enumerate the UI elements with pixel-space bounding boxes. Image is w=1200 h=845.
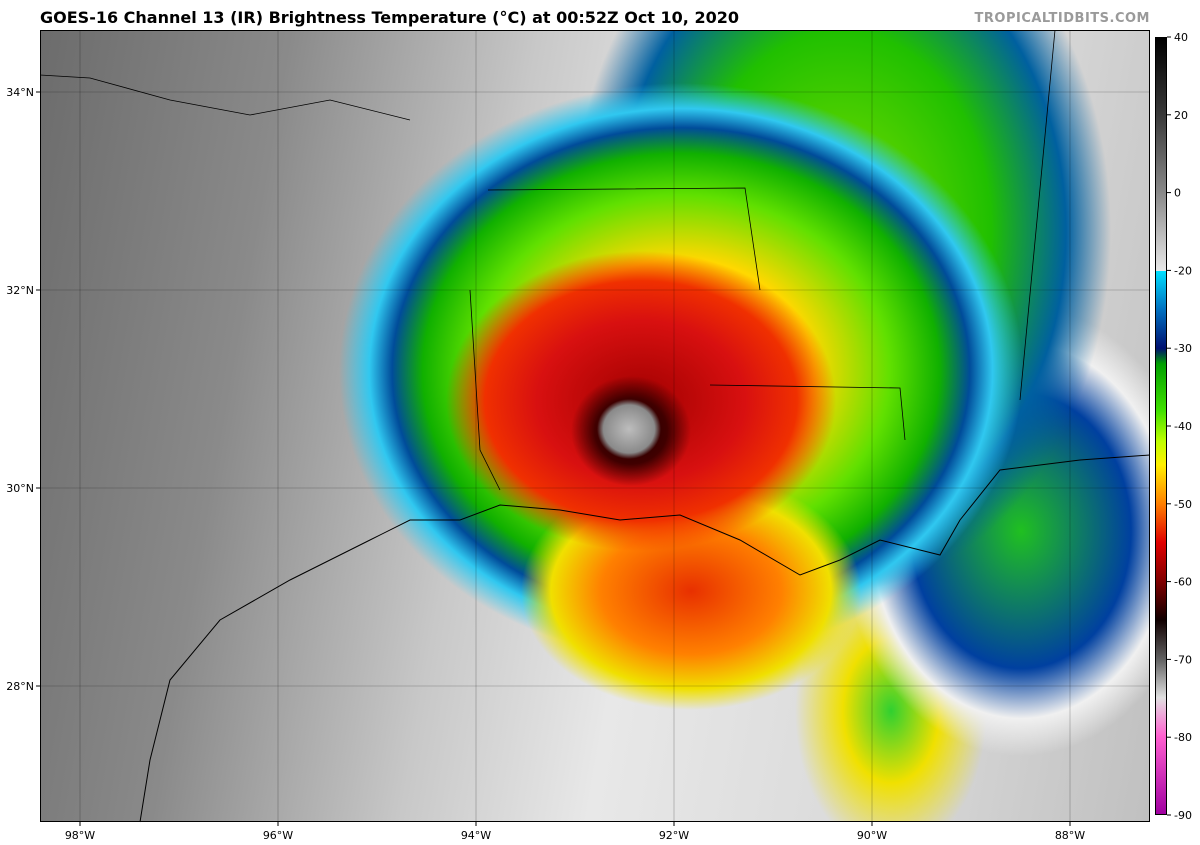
lon-label: 92°W bbox=[659, 829, 689, 842]
colorbar-label: -50 bbox=[1174, 498, 1192, 511]
coastline bbox=[139, 454, 1151, 823]
colorbar-label: -80 bbox=[1174, 731, 1192, 744]
lat-label: 34°N bbox=[6, 86, 34, 99]
lon-label: 94°W bbox=[461, 829, 491, 842]
lon-label: 88°W bbox=[1055, 829, 1085, 842]
colorbar-label: -20 bbox=[1174, 264, 1192, 277]
borders bbox=[39, 29, 1056, 491]
credit: TROPICALTIDBITS.COM bbox=[974, 11, 1150, 26]
colorbar-label: -70 bbox=[1174, 653, 1192, 666]
satellite-image bbox=[40, 30, 1150, 822]
lon-label: 96°W bbox=[263, 829, 293, 842]
colorbar-label: 0 bbox=[1174, 187, 1181, 200]
colorbar-label: -40 bbox=[1174, 420, 1192, 433]
colorbar-label: -30 bbox=[1174, 342, 1192, 355]
title: GOES-16 Channel 13 (IR) Brightness Tempe… bbox=[40, 8, 739, 27]
lat-label: 32°N bbox=[6, 284, 34, 297]
colorbar bbox=[1155, 37, 1167, 815]
colorbar-label: 40 bbox=[1174, 31, 1188, 44]
lat-label: 28°N bbox=[6, 680, 34, 693]
colorbar-label: -90 bbox=[1174, 809, 1192, 822]
lat-label: 30°N bbox=[6, 482, 34, 495]
colorbar-label: 20 bbox=[1174, 109, 1188, 122]
lon-label: 98°W bbox=[65, 829, 95, 842]
colorbar-label: -60 bbox=[1174, 576, 1192, 589]
lon-label: 90°W bbox=[857, 829, 887, 842]
